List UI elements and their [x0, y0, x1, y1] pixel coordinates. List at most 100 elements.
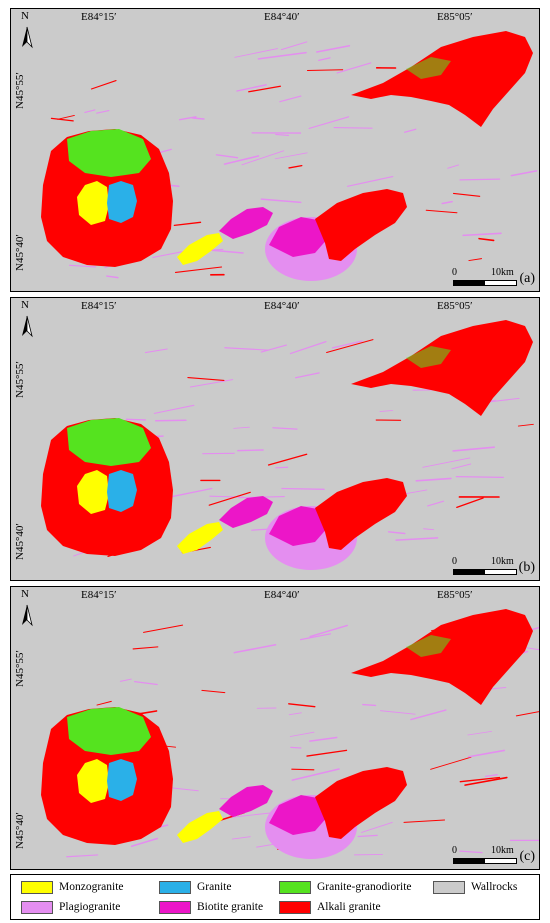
lineament	[478, 237, 495, 242]
scale-end: 10km	[491, 845, 514, 856]
lineament	[379, 410, 394, 412]
alkali-granite-central-body	[315, 767, 407, 839]
lineament	[125, 418, 147, 421]
panel-label: (a)	[519, 271, 535, 286]
lineament	[260, 198, 302, 204]
lineament	[291, 768, 340, 781]
lineament	[231, 836, 251, 840]
lineament	[96, 110, 110, 114]
lineament	[133, 680, 158, 686]
lineament	[447, 164, 460, 169]
lineament	[291, 768, 315, 771]
lat-label: N45°40′	[14, 523, 26, 560]
lineament	[517, 423, 534, 427]
legend-item-granite-granodiorite: Granite-granodiorite	[279, 878, 412, 896]
lon-label: E84°15′	[81, 300, 117, 312]
legend-label: Alkali granite	[317, 901, 381, 913]
monzogranite-body	[77, 470, 109, 514]
lineament	[178, 116, 197, 121]
lineament	[308, 116, 350, 129]
lineament	[130, 837, 159, 848]
map-panel-b: N E84°15′ E84°40′ E85°05′ N45°55′ N45°40…	[10, 297, 540, 581]
alkali-granite-ne-body	[351, 320, 533, 416]
lineament	[387, 531, 406, 535]
lineament	[362, 703, 377, 707]
north-label: N	[21, 588, 29, 600]
lineament	[144, 348, 168, 354]
map-panel-c: N E84°15′ E84°40′ E85°05′ N45°55′ N45°40…	[10, 586, 540, 870]
scale-start: 0	[452, 845, 457, 856]
legend-label: Monzogranite	[59, 881, 124, 893]
biotite-granite-body	[269, 795, 329, 835]
lineament	[153, 404, 195, 414]
legend-swatch	[159, 900, 191, 914]
lineament	[403, 819, 446, 823]
north-arrow-icon: N	[19, 299, 35, 338]
lineament	[395, 537, 439, 541]
lineament	[423, 528, 435, 531]
lineament	[275, 133, 290, 136]
lineament	[174, 266, 223, 273]
lineament	[467, 730, 493, 736]
lineament	[430, 756, 472, 770]
lineament	[260, 344, 287, 353]
lat-label: N45°55′	[14, 361, 26, 398]
lon-label: E84°40′	[264, 300, 300, 312]
lineament	[208, 491, 251, 506]
lineament	[224, 347, 268, 351]
monzogranite-body	[77, 759, 109, 803]
lineament	[215, 154, 239, 159]
alkali-granite-central-body	[315, 189, 407, 261]
lat-label: N45°40′	[14, 812, 26, 849]
lineament	[290, 746, 302, 749]
lineament	[331, 340, 363, 349]
lineament	[462, 232, 502, 237]
biotite-granite-body	[269, 217, 329, 257]
scale-bar: 0 10km	[449, 556, 529, 580]
lineament	[280, 41, 308, 51]
lineament	[309, 624, 349, 638]
lineament	[50, 117, 74, 122]
lineament	[333, 126, 373, 129]
lineament	[257, 51, 307, 60]
lineament	[468, 258, 483, 262]
lon-label: E85°05′	[437, 300, 473, 312]
lineament	[459, 850, 483, 854]
lineament	[306, 749, 348, 757]
lineament	[274, 152, 308, 160]
lineament	[209, 495, 245, 498]
monzogranite-tongue	[177, 811, 223, 843]
lineament	[223, 155, 260, 165]
lineament	[316, 44, 351, 53]
biotite-granite-tongue	[219, 496, 273, 528]
lineament	[336, 62, 372, 74]
north-label: N	[21, 299, 29, 311]
lineament	[251, 528, 270, 531]
legend-label: Plagiogranite	[59, 901, 121, 913]
lineament	[452, 446, 495, 452]
monzogranite-body	[77, 181, 109, 225]
lineament	[361, 821, 393, 833]
lineament	[422, 457, 471, 468]
lineament	[57, 114, 75, 120]
legend-swatch	[279, 900, 311, 914]
monzogranite-tongue	[177, 233, 223, 265]
map-panel-a: N E84°15′ E84°40′ E85°05′ N45°55′ N45°40…	[10, 8, 540, 292]
lineament	[272, 427, 298, 430]
biotite-granite-tongue	[219, 785, 273, 817]
monzogranite-tongue	[177, 522, 223, 554]
lon-label: E84°15′	[81, 11, 117, 23]
granite-body	[107, 181, 137, 223]
lineament	[234, 48, 278, 58]
legend-label: Wallrocks	[471, 881, 518, 893]
lineament	[279, 95, 302, 103]
lineament	[168, 787, 199, 792]
lineament	[456, 497, 484, 509]
lat-label: N45°40′	[14, 234, 26, 271]
lineament	[510, 170, 538, 177]
lineament	[459, 178, 501, 181]
lineament	[233, 643, 277, 654]
legend-item-granite: Granite	[159, 878, 231, 896]
lineament	[404, 128, 417, 133]
lat-label: N45°55′	[14, 650, 26, 687]
